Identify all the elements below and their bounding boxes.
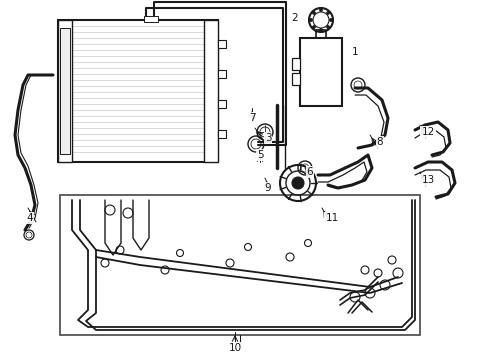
Circle shape [326,26,329,28]
Circle shape [326,12,329,14]
Bar [143,16,158,22]
Circle shape [312,12,315,14]
Bar [203,20,218,162]
Bar [218,130,225,138]
Circle shape [319,28,322,32]
Text: 11: 11 [325,213,338,223]
Bar [58,20,218,162]
Text: 13: 13 [421,175,434,185]
Bar [218,70,225,78]
Text: 3: 3 [264,133,271,143]
Bar [291,73,299,85]
Text: 4: 4 [27,213,33,223]
Text: 9: 9 [264,183,271,193]
Circle shape [309,18,312,22]
Bar [218,100,225,108]
Bar [218,40,225,48]
Circle shape [312,26,315,28]
Text: 12: 12 [421,127,434,137]
Text: 2: 2 [291,13,298,23]
Bar [60,28,70,154]
Circle shape [329,18,332,22]
Circle shape [291,177,304,189]
Text: 7: 7 [248,113,255,123]
Text: 5: 5 [256,150,263,160]
Text: 10: 10 [228,343,241,353]
Bar [60,195,419,335]
Text: 6: 6 [306,167,313,177]
Bar [58,20,72,162]
Bar [291,58,299,70]
Circle shape [319,9,322,12]
Text: 8: 8 [376,137,383,147]
Bar [299,38,341,106]
Text: 1: 1 [351,47,358,57]
